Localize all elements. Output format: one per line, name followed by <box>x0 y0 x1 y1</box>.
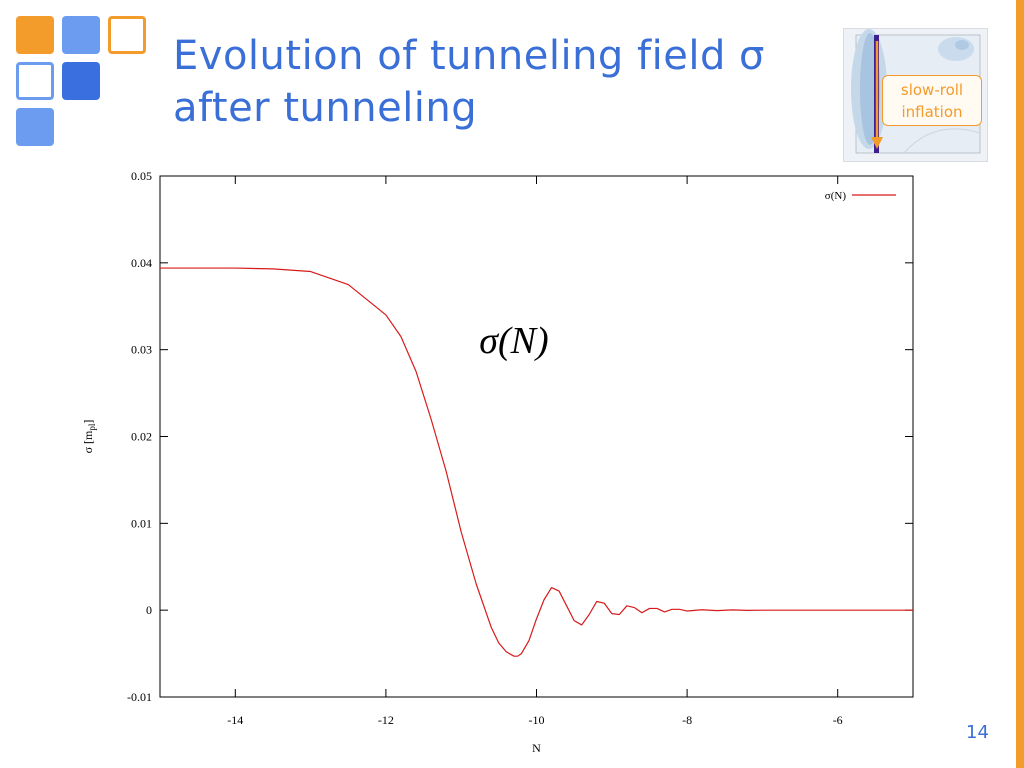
inset-contour-line <box>903 128 981 154</box>
series-line-sigma <box>160 267 913 657</box>
x-tick-label: -10 <box>529 713 545 727</box>
inset-arrow-head <box>871 137 883 149</box>
legend-label: σ(N) <box>825 190 847 202</box>
logo-square-5 <box>62 62 100 100</box>
slide-title-line-1: Evolution of tunneling field σ <box>173 33 765 79</box>
slide-title: Evolution of tunneling field σ after tun… <box>173 30 833 134</box>
sigma-evolution-chart: -14 -12 -10 -8 -6 -0.01 0 0.01 0.02 0.03 0.04 0.05 N… <box>81 169 914 755</box>
y-tick-label: 0.01 <box>131 516 152 530</box>
logo-square-1 <box>16 16 54 54</box>
logo-square-2 <box>62 16 100 54</box>
y-tick-label: -0.01 <box>127 690 152 704</box>
x-tick-label: -12 <box>378 713 394 727</box>
inset-contour-3 <box>938 37 974 61</box>
inset-label-line-2: inflation <box>901 103 963 121</box>
y-tick-label: 0.03 <box>131 343 152 357</box>
slide-title-line-2: after tunneling <box>173 85 478 131</box>
page-number: 14 <box>966 722 989 743</box>
logo-square-4 <box>16 62 54 100</box>
x-tick-label: -8 <box>682 713 692 727</box>
y-tick-label: 0 <box>146 603 152 617</box>
x-tick-label: -14 <box>227 713 243 727</box>
y-tick-label: 0.04 <box>131 256 152 270</box>
inset-label: slow-roll inflation <box>882 75 982 126</box>
logo-square-6 <box>16 108 54 146</box>
inset-label-line-1: slow-roll <box>900 81 964 99</box>
x-axis-label: N <box>532 741 541 755</box>
y-axis-label: σ [mpl] <box>81 420 97 454</box>
right-accent-bar <box>1016 0 1024 768</box>
y-tick-label: 0.02 <box>131 430 152 444</box>
chart-annotation: σ(N) <box>479 320 548 362</box>
logo-square-3 <box>108 16 146 54</box>
y-tick-label: 0.05 <box>131 169 152 183</box>
inset-contour-4 <box>955 40 969 50</box>
x-tick-label: -6 <box>833 713 843 727</box>
